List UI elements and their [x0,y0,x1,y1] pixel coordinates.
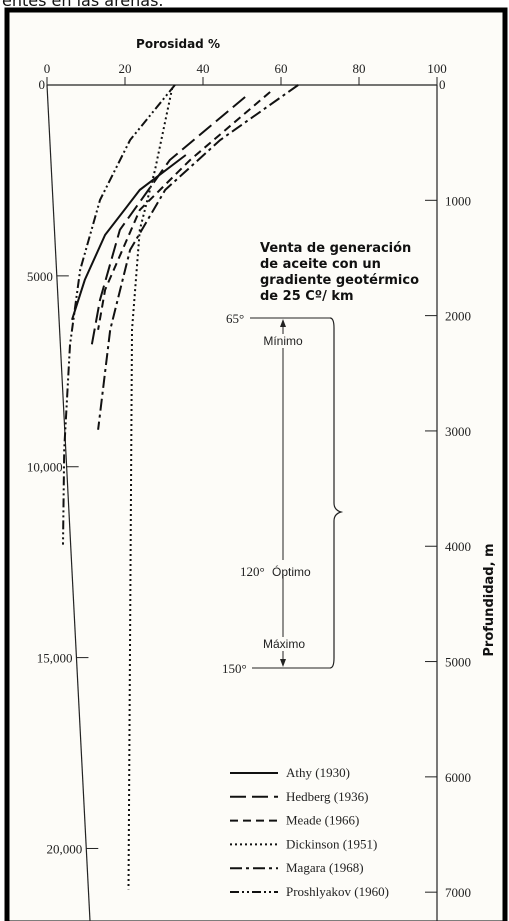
legend-label: Athy (1930) [286,765,350,780]
zone-title: gradiente geotérmico [260,273,419,288]
porosity-curve [97,91,271,330]
y2-axis [46,84,91,921]
zone-label: Mínimo [263,334,303,348]
caption-fragment: entes en las arenas. [2,0,164,10]
y-tick-label: 4000 [445,539,471,554]
legend-label: Meade (1966) [286,813,359,828]
porosity-curve [71,154,187,321]
arrow-head [280,659,286,667]
y-axis-label: Profundidad, m [482,543,497,656]
frame [4,7,508,921]
x-tick-label: 100 [427,61,447,76]
zone-title: Venta de generación [260,241,411,256]
temperature-label: 120° [240,564,265,579]
y-tick-label: 0 [439,77,446,92]
x-tick-label: 60 [275,61,288,76]
legend-label: Hedberg (1936) [286,789,368,804]
y-tick-label: 6000 [445,770,471,785]
y-tick-label: 5000 [445,655,471,670]
x-tick-label: 0 [44,61,51,76]
y2-tick-label: 0 [39,77,46,92]
y2-tick-label: 10,000 [27,460,63,475]
label-backdrop [262,560,322,576]
label-backdrop [262,334,306,348]
y2-tick-label: 5000 [27,269,53,284]
zone-title: de aceite con un [260,257,381,272]
arrow-head [280,319,286,327]
porosity-curve [90,96,246,345]
y2-tick-label: 20,000 [47,841,83,856]
porosity-curve [127,87,174,890]
y2-tick-label: 15,000 [37,651,73,666]
zone-title: de 25 Cº/ km [260,289,354,304]
label-backdrop [262,637,312,651]
y-tick-label: 2000 [445,309,471,324]
legend-label: Dickinson (1951) [286,836,377,851]
x-axis-label: Porosidad % [136,37,220,51]
temperature-label: 150° [222,661,247,676]
x-tick-label: 20 [119,61,132,76]
x-tick-label: 40 [197,61,210,76]
y-tick-label: 3000 [445,424,471,439]
porosity-curve [62,84,176,545]
x-tick-label: 80 [353,61,366,76]
porosity-curve [97,84,299,430]
y-tick-label: 7000 [445,885,471,900]
temperature-label: 65° [226,311,244,326]
y-tick-label: 1000 [445,193,471,208]
zone-label: Óptimo [272,564,311,579]
zone-brace [329,317,344,669]
zone-label: Máximo [263,637,305,651]
legend-label: Proshlyakov (1960) [286,884,389,899]
legend-label: Magara (1968) [286,860,364,875]
